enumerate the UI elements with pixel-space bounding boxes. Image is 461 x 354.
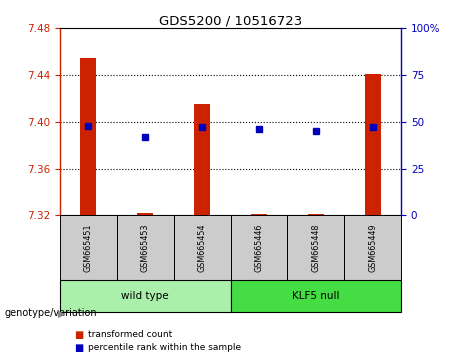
Text: ▶: ▶ <box>58 308 65 318</box>
Title: GDS5200 / 10516723: GDS5200 / 10516723 <box>159 14 302 27</box>
Text: GSM665449: GSM665449 <box>368 223 377 272</box>
Bar <box>365 74 381 215</box>
Text: ■: ■ <box>74 330 83 339</box>
Text: genotype/variation: genotype/variation <box>5 308 97 318</box>
Text: GSM665454: GSM665454 <box>198 223 207 272</box>
Text: GSM665453: GSM665453 <box>141 223 150 272</box>
Text: GSM665446: GSM665446 <box>254 223 263 272</box>
Text: KLF5 null: KLF5 null <box>292 291 340 301</box>
Bar <box>230 280 401 312</box>
Bar <box>251 214 267 215</box>
Bar <box>308 214 324 215</box>
Text: percentile rank within the sample: percentile rank within the sample <box>88 343 241 352</box>
Text: wild type: wild type <box>121 291 169 301</box>
Bar <box>80 58 96 215</box>
Bar <box>174 215 230 280</box>
Text: ■: ■ <box>74 343 83 353</box>
Text: GSM665451: GSM665451 <box>84 223 93 272</box>
Bar <box>230 215 287 280</box>
Bar <box>287 215 344 280</box>
Bar <box>60 215 117 280</box>
Bar <box>344 215 401 280</box>
Text: GSM665448: GSM665448 <box>311 223 320 272</box>
Bar <box>137 213 153 215</box>
Bar <box>60 280 230 312</box>
Text: transformed count: transformed count <box>88 330 172 339</box>
Bar <box>117 215 174 280</box>
Bar <box>194 104 210 215</box>
